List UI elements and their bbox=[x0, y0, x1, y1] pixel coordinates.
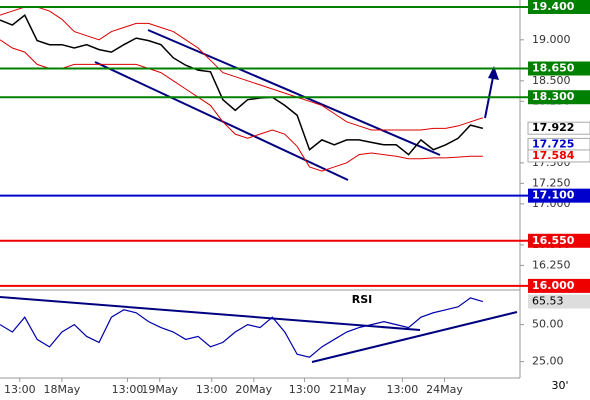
x-tick-label: 19May bbox=[141, 383, 178, 396]
y-tick-label: 16.250 bbox=[532, 258, 571, 271]
x-tick-label: 24May bbox=[426, 383, 463, 396]
band-line bbox=[0, 6, 484, 131]
level-label: 16.550 bbox=[532, 234, 575, 247]
rsi-line bbox=[0, 297, 484, 358]
level-label: 17.100 bbox=[532, 189, 575, 202]
y-tick-label: 19.000 bbox=[532, 33, 571, 46]
forecast-arrow-head bbox=[488, 66, 499, 80]
level-box bbox=[528, 61, 590, 76]
rsi-last-label: 65.53 bbox=[532, 295, 564, 308]
y-tick-label: 50.00 bbox=[532, 318, 564, 331]
price-label: 17.922 bbox=[532, 121, 574, 134]
y-tick-label: 25.00 bbox=[532, 355, 564, 368]
level-box bbox=[528, 0, 590, 14]
level-box bbox=[528, 188, 590, 203]
level-box bbox=[528, 233, 590, 248]
x-tick-label: 13:00 bbox=[112, 383, 144, 396]
price-label: 17.725 bbox=[532, 137, 574, 150]
level-label: 16.000 bbox=[532, 279, 575, 292]
x-tick-label: 13:00 bbox=[4, 383, 36, 396]
x-tick-label: 20May bbox=[235, 383, 272, 396]
band-line bbox=[0, 39, 483, 172]
level-label: 18.300 bbox=[532, 90, 575, 103]
trend-line bbox=[311, 311, 518, 363]
level-box bbox=[528, 90, 590, 105]
price-marker bbox=[527, 149, 590, 163]
timeframe: 30' bbox=[551, 379, 568, 392]
y-tick-label: 17.250 bbox=[532, 176, 571, 189]
trend-line bbox=[147, 29, 441, 156]
price-line bbox=[0, 14, 484, 156]
level-label: 18.650 bbox=[532, 62, 575, 75]
price-marker bbox=[527, 121, 590, 135]
trend-line bbox=[0, 296, 421, 331]
x-tick-label: 13:00 bbox=[289, 383, 321, 396]
x-tick-label: 13:00 bbox=[196, 383, 228, 396]
price-label: 17.584 bbox=[532, 149, 575, 162]
rsi-title: RSI bbox=[352, 293, 373, 306]
x-tick-label: 18May bbox=[44, 383, 81, 396]
level-box bbox=[528, 278, 590, 293]
y-tick-label: 18.500 bbox=[532, 74, 571, 87]
rsi-last-box bbox=[528, 294, 590, 309]
x-tick-label: 13:00 bbox=[387, 383, 419, 396]
forecast-arrow bbox=[484, 71, 495, 119]
level-label: 19.400 bbox=[532, 0, 575, 13]
x-tick-label: 21May bbox=[330, 383, 367, 396]
